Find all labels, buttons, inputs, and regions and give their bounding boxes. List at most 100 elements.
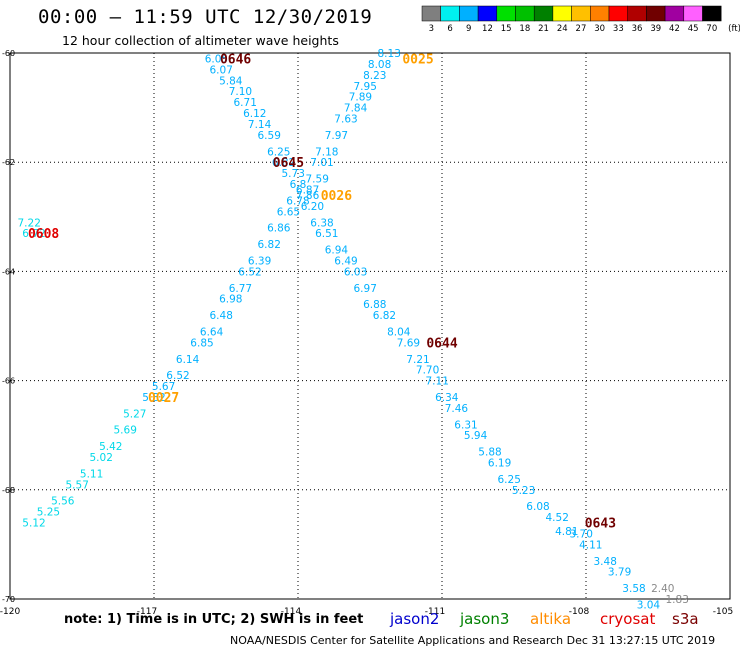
wave-height-label: 7.89 <box>349 92 372 104</box>
wave-height-label: 6.65 <box>277 206 300 218</box>
wave-height-label: 6.19 <box>488 458 511 470</box>
wave-height-label: 8.13 <box>378 48 401 60</box>
legend-altika: altika <box>530 610 572 628</box>
wave-height-label: 6.25 <box>267 146 290 158</box>
wave-height-label: 3.79 <box>608 567 631 579</box>
chart-title: 00:00 – 11:59 UTC 12/30/2019 <box>38 6 373 28</box>
colorbar-swatch <box>440 5 460 22</box>
pass-time-label: 0645 <box>273 156 304 171</box>
colorbar-swatch <box>683 5 703 22</box>
y-tick-label: -66 <box>2 377 15 386</box>
wave-height-label: 6.82 <box>258 239 281 251</box>
wave-height-label: 7.18 <box>315 146 338 158</box>
wave-height-label: 6.20 <box>301 201 324 213</box>
colorbar-swatch <box>459 5 479 22</box>
wave-height-label: 7.10 <box>229 86 252 98</box>
wave-height-label: 5.73 <box>282 168 305 180</box>
wave-height-label: 6.94 <box>325 245 349 257</box>
colorbar-swatch <box>477 5 498 22</box>
wave-height-label: 6.86 <box>267 223 291 235</box>
wave-height-label: 5.56 <box>51 496 75 508</box>
wave-height-label: 6.34 <box>435 392 459 404</box>
wave-height-label: 6.98 <box>219 294 242 306</box>
wave-height-label: 5.02 <box>90 452 113 464</box>
wave-height-label: 6.52 <box>166 370 189 382</box>
wave-height-label: 6.52 <box>238 266 261 278</box>
wave-height-label: 5.84 <box>219 75 243 87</box>
wave-height-label: 5.57 <box>66 479 89 491</box>
colorbar-tick-label: 45 <box>688 24 699 34</box>
wave-height-label: 1.83 <box>666 594 689 606</box>
wave-height-label: 5.82 <box>142 392 165 404</box>
colorbar-swatch <box>533 5 554 22</box>
colorbar-swatch <box>590 5 610 22</box>
wave-height-label: 7.21 <box>406 354 429 366</box>
wave-height-label: 8.04 <box>387 326 411 338</box>
wave-height-label: 6.38 <box>310 217 333 229</box>
colorbar-tick-label: 24 <box>557 24 568 34</box>
pass-time-label: 0026 <box>321 189 352 204</box>
wave-height-label: 6.12 <box>243 108 266 120</box>
x-tick-label: -120 <box>0 607 20 617</box>
wave-height-label: 5.25 <box>37 507 60 519</box>
wave-height-label: 6.72 <box>22 228 45 240</box>
pass-time-label: 0646 <box>220 52 251 67</box>
colorbar-tick-label: 21 <box>538 24 549 34</box>
pass-time-label: 0643 <box>585 517 616 532</box>
colorbar-tick-label: 39 <box>650 24 661 34</box>
wave-height-label: 7.63 <box>334 114 357 126</box>
wave-height-label: 7.69 <box>397 337 420 349</box>
colorbar-swatch <box>421 5 441 22</box>
wave-height-label: 6.31 <box>454 419 477 431</box>
pass-time-label: 0025 <box>402 52 433 67</box>
colorbar-tick-label: 70 <box>706 24 717 34</box>
wave-height-label: 7.84 <box>344 103 368 115</box>
wave-height-label: 6.05 <box>205 53 228 65</box>
wave-height-label: 3.58 <box>622 583 645 595</box>
wave-height-label: 7.59 <box>306 174 329 186</box>
wave-height-label: 5.11 <box>80 468 103 480</box>
wave-height-label: 2.40 <box>651 583 674 595</box>
wave-height-label: 4.81 <box>555 526 578 538</box>
colorbar-tick-label: 15 <box>501 24 512 34</box>
colorbar-tick-label: 18 <box>519 24 530 34</box>
wave-height-label: 3.04 <box>637 599 661 611</box>
wave-height-label: 6.82 <box>272 157 295 169</box>
x-tick-label: -111 <box>425 607 445 617</box>
wave-height-label: 5.94 <box>464 430 488 442</box>
wave-height-label: 5.67 <box>152 381 175 393</box>
x-tick-label: -108 <box>569 607 590 617</box>
chart-subtitle: 12 hour collection of altimeter wave hei… <box>62 33 339 48</box>
wave-height-label: 6.03 <box>344 266 367 278</box>
wave-height-label: 4.52 <box>546 512 569 524</box>
wave-height-label: 5.23 <box>512 485 535 497</box>
wave-height-label: 6.82 <box>373 310 396 322</box>
wave-height-label: 6.59 <box>258 130 281 142</box>
y-tick-label: -68 <box>2 486 15 495</box>
wave-height-label: 7.97 <box>325 130 348 142</box>
wave-height-label: 8.23 <box>363 70 386 82</box>
wave-height-label: 3.48 <box>594 556 617 568</box>
colorbar-swatch <box>608 5 628 22</box>
y-tick-label: -70 <box>2 595 15 604</box>
colorbar-tick-label: 36 <box>632 24 643 34</box>
wave-height-label: 6.88 <box>363 299 386 311</box>
wave-height-label: 7.86 <box>296 190 320 202</box>
wave-height-label: 6.14 <box>176 354 200 366</box>
wave-height-label: 6.77 <box>229 283 252 295</box>
pass-time-label: 0608 <box>28 227 59 242</box>
legend-cryosat: cryosat <box>600 610 656 628</box>
wave-height-label: 5.42 <box>99 441 122 453</box>
wave-height-label: 6.49 <box>334 255 357 267</box>
x-tick-label: -105 <box>713 607 733 617</box>
legend-s3a: s3a <box>672 610 699 628</box>
colorbar-swatch <box>552 5 572 22</box>
wave-height-label: 7.11 <box>426 376 449 388</box>
legend-jason3: jason3 <box>460 610 510 628</box>
y-tick-label: -62 <box>2 158 15 167</box>
y-tick-label: -60 <box>2 49 15 58</box>
colorbar-tick-label: (ft) <box>728 24 740 34</box>
x-tick-label: -114 <box>281 607 302 617</box>
wave-height-label: 7.22 <box>18 217 41 229</box>
